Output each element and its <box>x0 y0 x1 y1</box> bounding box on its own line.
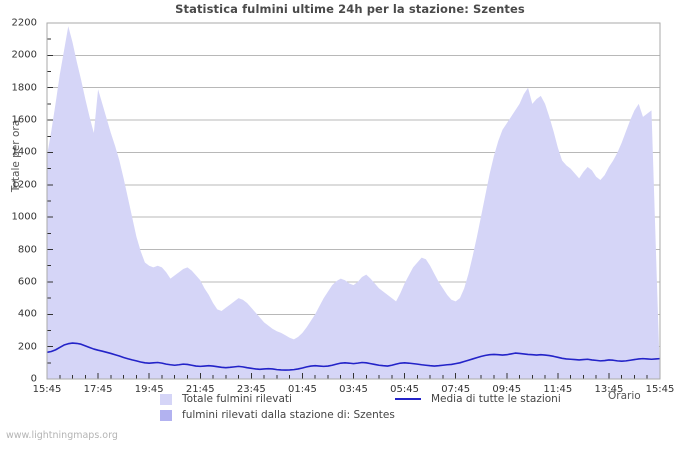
x-tick-label: 05:45 <box>390 384 419 395</box>
plot-frame <box>46 22 661 380</box>
x-tick-label: 19:45 <box>134 384 164 395</box>
legend-swatch-station-icon <box>160 409 172 421</box>
average-line-series <box>46 342 661 371</box>
x-tick-label: 21:45 <box>185 384 215 395</box>
area-series <box>47 26 660 380</box>
y-tick-label: 1800 <box>11 82 37 94</box>
y-tick-label: 0 <box>30 373 37 385</box>
x-tick-label: 23:45 <box>236 384 266 395</box>
legend-item-station: fulmini rilevati dalla stazione di: Szen… <box>160 409 395 421</box>
legend-line-average-icon <box>395 398 421 400</box>
chart-legend: Totale fulmini rilevati fulmini rilevati… <box>0 393 700 427</box>
x-tick-label: 01:45 <box>287 384 317 395</box>
x-tick-label: 03:45 <box>339 384 368 395</box>
watermark-text: www.lightningmaps.org <box>6 430 118 441</box>
legend-label-total: Totale fulmini rilevati <box>182 393 292 405</box>
legend-label-station: fulmini rilevati dalla stazione di: Szen… <box>182 409 395 421</box>
legend-item-average: Media di tutte le stazioni <box>395 393 561 405</box>
y-tick-label: 1200 <box>11 179 37 191</box>
y-tick-label: 2200 <box>11 17 37 29</box>
y-tick-label: 600 <box>17 276 37 288</box>
y-tick-label: 1000 <box>11 211 37 223</box>
y-tick-label: 400 <box>17 308 37 320</box>
x-tick-label: 15:45 <box>645 384 675 395</box>
page-title: Statistica fulmini ultime 24h per la sta… <box>175 2 525 16</box>
y-tick-label: 1600 <box>11 114 37 126</box>
legend-item-total: Totale fulmini rilevati <box>160 393 292 405</box>
x-tick-label: 13:45 <box>594 384 624 395</box>
y-tick-label: 1400 <box>11 146 37 158</box>
y-tick-label: 2000 <box>11 49 37 61</box>
x-tick-label: 15:45 <box>32 384 62 395</box>
legend-swatch-total-icon <box>160 393 172 405</box>
x-axis-title: Orario <box>608 390 641 402</box>
x-tick-label: 09:45 <box>492 384 522 395</box>
x-tick-label: 11:45 <box>543 384 573 395</box>
x-tick-label: 17:45 <box>83 384 113 395</box>
legend-label-average: Media di tutte le stazioni <box>431 393 561 405</box>
y-tick-label: 800 <box>17 244 37 256</box>
y-tick-label: 200 <box>17 341 37 353</box>
x-tick-label: 07:45 <box>441 384 471 395</box>
